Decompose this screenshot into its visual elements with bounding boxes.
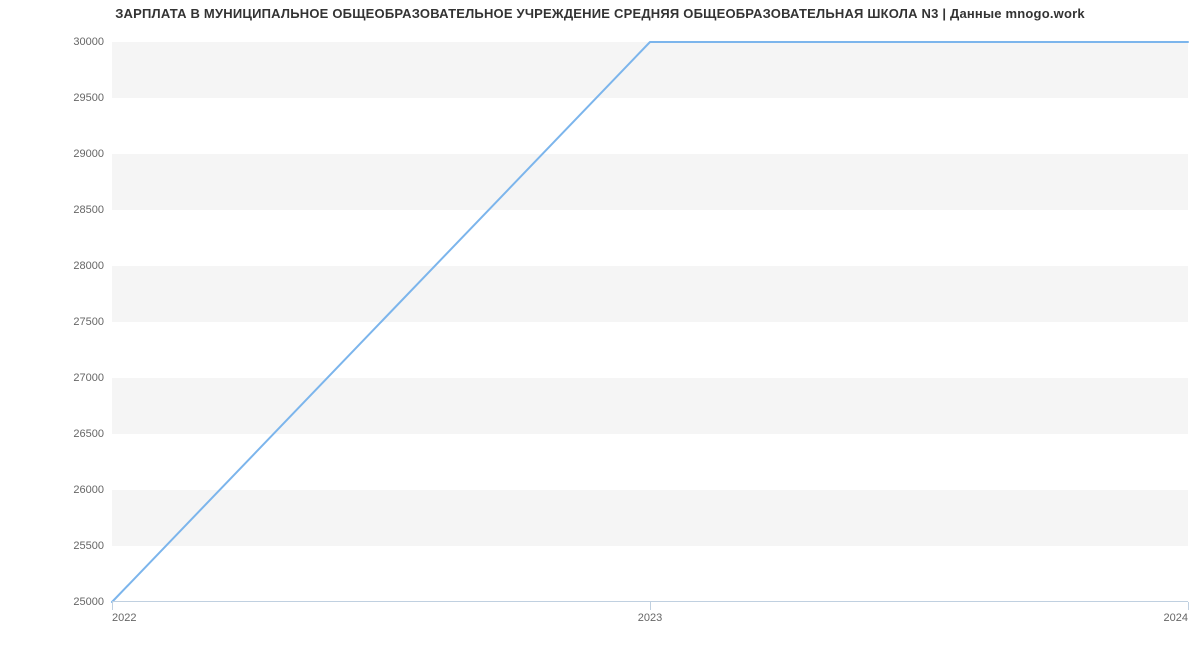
y-axis-label: 29000 [73,148,104,160]
x-tick-mark [112,602,113,610]
y-axis-label: 26500 [73,428,104,440]
y-axis-label: 27500 [73,316,104,328]
y-axis-label: 29500 [73,92,104,104]
y-axis-label: 28000 [73,260,104,272]
series-line [112,42,1188,602]
line-layer [112,42,1188,602]
y-axis-label: 27000 [73,372,104,384]
x-axis-label: 2022 [112,612,136,624]
y-axis-label: 30000 [73,36,104,48]
x-tick-mark [650,602,651,610]
chart-title: ЗАРПЛАТА В МУНИЦИПАЛЬНОЕ ОБЩЕОБРАЗОВАТЕЛ… [0,6,1200,21]
y-axis-label: 25500 [73,540,104,552]
plot-area [112,42,1188,602]
x-tick-mark [1188,602,1189,610]
x-axis-label: 2023 [638,612,662,624]
x-axis-label: 2024 [1164,612,1188,624]
y-axis-label: 25000 [73,596,104,608]
y-axis-label: 26000 [73,484,104,496]
chart-container: ЗАРПЛАТА В МУНИЦИПАЛЬНОЕ ОБЩЕОБРАЗОВАТЕЛ… [0,0,1200,650]
y-axis-label: 28500 [73,204,104,216]
